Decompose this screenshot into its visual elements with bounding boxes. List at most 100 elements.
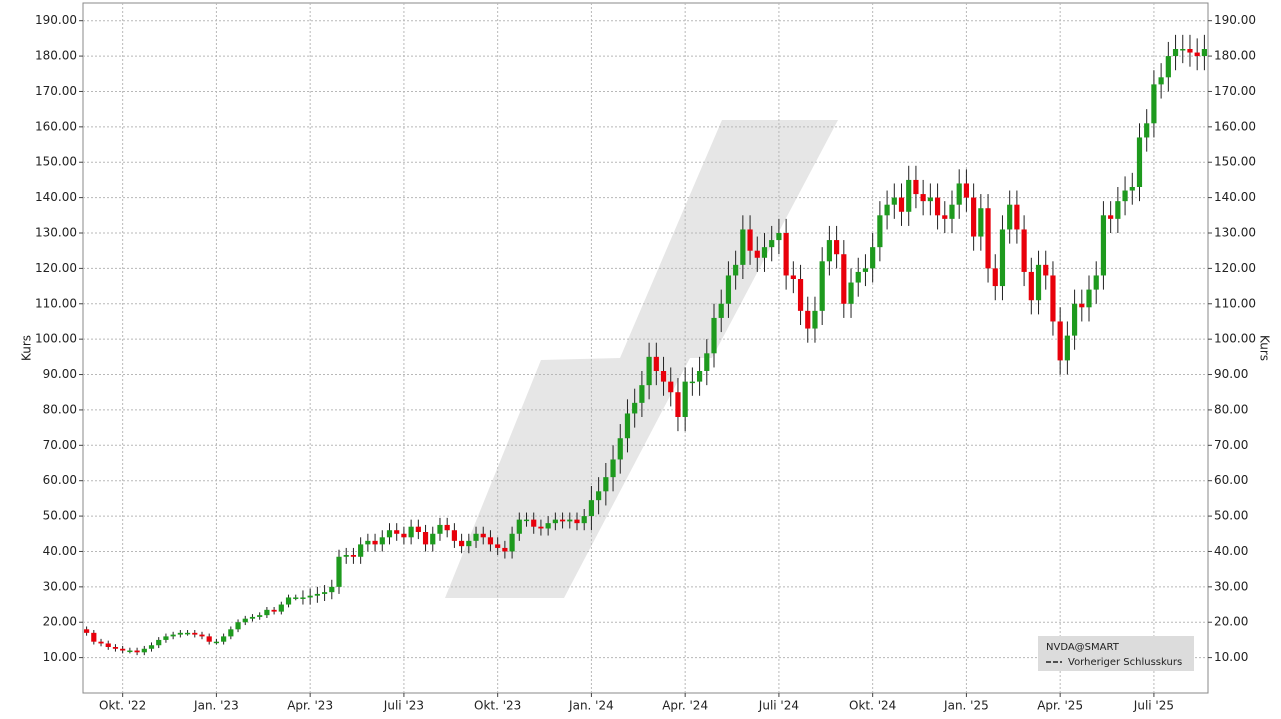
candle-body	[596, 491, 602, 501]
candle-body	[293, 597, 299, 599]
candle-body	[552, 519, 558, 524]
candle-body	[725, 275, 732, 304]
candle-body	[805, 310, 811, 329]
candle-body	[956, 183, 962, 205]
y-tick-label: 40.00	[43, 544, 77, 558]
candle-body	[84, 629, 90, 633]
y-tick-label: 80.00	[43, 402, 77, 416]
candle-body	[91, 632, 97, 642]
y-tick-label: 180.00	[35, 49, 77, 63]
candle-body	[639, 385, 645, 403]
y-tick-label: 150.00	[35, 155, 77, 169]
candle-body	[646, 356, 652, 386]
candle-body	[581, 516, 587, 524]
candle-body	[942, 215, 948, 219]
candle-body	[401, 533, 407, 538]
y2-tick-label: 180.00	[1214, 49, 1256, 63]
candle-body	[812, 310, 818, 329]
candle-body	[1093, 275, 1099, 290]
candle-body	[1064, 335, 1070, 361]
candle-body	[797, 279, 804, 311]
candle-body	[870, 247, 876, 269]
candle-body	[1201, 49, 1207, 57]
candle-body	[343, 555, 349, 557]
candle-body	[502, 547, 508, 552]
candle-body	[927, 197, 933, 202]
candle-body	[632, 402, 638, 414]
y-tick-label: 100.00	[35, 332, 77, 346]
candle-body	[1165, 56, 1171, 78]
candle-body	[696, 371, 703, 382]
candle-body	[718, 303, 724, 318]
candle-body	[509, 533, 515, 552]
candle-body	[1028, 271, 1034, 301]
candle-body	[862, 268, 869, 272]
candle-body	[473, 533, 479, 541]
watermark	[445, 120, 838, 598]
candle-body	[934, 197, 941, 216]
y-tick-label: 30.00	[43, 579, 77, 593]
candle-body	[177, 632, 183, 635]
candle-body	[1122, 190, 1128, 202]
candle-body	[1071, 303, 1078, 336]
candle-body	[242, 618, 248, 623]
candle-body	[379, 537, 385, 545]
candle-body	[112, 647, 119, 649]
candle-body	[776, 233, 782, 241]
candle-body	[999, 229, 1006, 287]
candle-body	[761, 247, 768, 258]
legend-label: Vorheriger Schlusskurs	[1068, 657, 1182, 668]
x-tick-label: Jan. '25	[943, 699, 989, 713]
candle-body	[372, 540, 378, 545]
candle-body	[300, 597, 306, 599]
candle-body	[769, 240, 775, 248]
x-tick-label: Apr. '24	[662, 699, 708, 713]
candle-body	[249, 616, 256, 619]
candle-body	[184, 632, 191, 635]
candle-body	[235, 622, 241, 630]
candle-body	[906, 179, 912, 212]
candle-body	[516, 519, 522, 534]
candle-body	[704, 353, 710, 371]
candle-body	[610, 459, 616, 478]
candle-body	[733, 264, 739, 276]
x-tick-label: Apr. '23	[287, 699, 333, 713]
y2-tick-label: 130.00	[1214, 226, 1256, 240]
x-tick-label: Apr. '25	[1037, 699, 1083, 713]
candle-body	[603, 477, 609, 492]
y2-tick-label: 160.00	[1214, 119, 1256, 133]
candle-body	[120, 648, 126, 651]
candle-body	[1187, 49, 1193, 53]
candle-body	[834, 240, 840, 255]
candle-body	[1086, 289, 1092, 308]
candle-body	[1057, 321, 1063, 361]
candle-body	[358, 544, 364, 557]
candle-body	[430, 533, 436, 545]
candle-body	[1115, 201, 1121, 219]
candle-body	[314, 593, 320, 596]
candle-body	[877, 215, 883, 248]
candle-body	[653, 356, 659, 371]
candle-body	[660, 371, 667, 382]
candle-body	[1172, 49, 1179, 57]
candle-body	[971, 197, 977, 237]
candle-body	[206, 636, 212, 642]
candle-body	[444, 524, 450, 531]
candle-body	[819, 261, 825, 311]
candle-body	[163, 636, 169, 640]
candle-body	[307, 595, 313, 598]
y2-tick-label: 30.00	[1214, 579, 1248, 593]
candle-body	[1014, 204, 1020, 230]
candle-body	[278, 604, 284, 612]
candle-body	[545, 523, 551, 529]
candle-body	[285, 597, 292, 605]
candle-body	[1194, 52, 1200, 57]
candle-body	[386, 530, 393, 538]
candle-body	[422, 532, 429, 545]
y2-tick-label: 80.00	[1214, 402, 1248, 416]
candle-body	[105, 643, 111, 647]
x-tick-label: Juli '23	[383, 699, 424, 713]
candle-body	[271, 609, 277, 612]
y2-tick-label: 20.00	[1214, 615, 1248, 629]
